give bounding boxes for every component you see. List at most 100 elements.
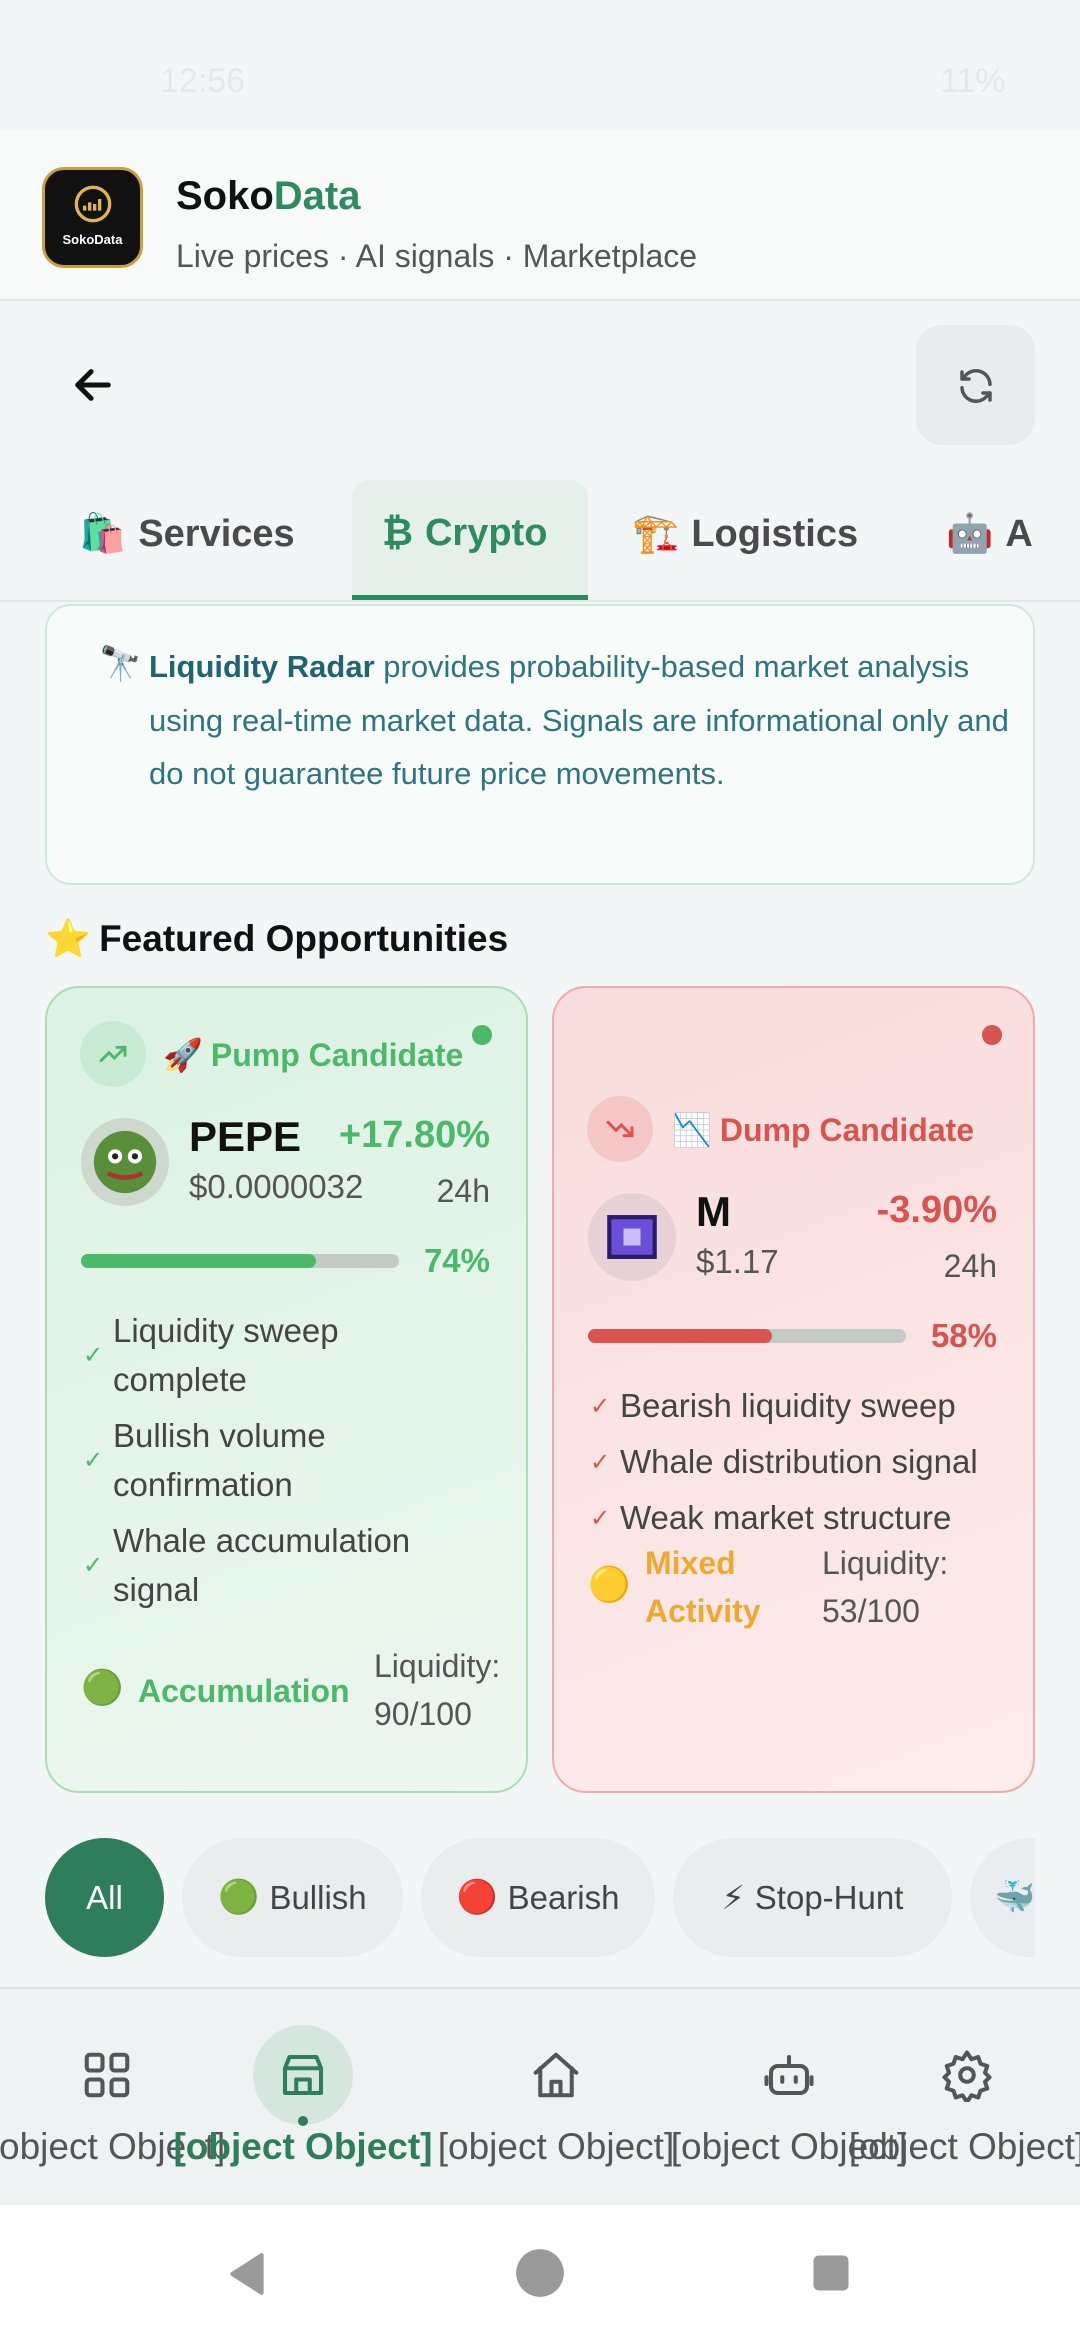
logo: SokoData — [42, 167, 143, 268]
trend-badge — [587, 1096, 653, 1162]
filter-chip[interactable]: 🔴 Bearish — [421, 1838, 655, 1957]
notice-bold: Liquidity Radar — [149, 649, 375, 684]
signal-check: ✓ — [83, 1446, 104, 1474]
nav-label[interactable]: [object Object] — [0, 2126, 226, 2167]
activity-label: Accumulation — [138, 1673, 350, 1709]
confidence-bar — [81, 1254, 317, 1268]
status-battery: 11% — [940, 62, 1006, 100]
nav-active-dot — [298, 2116, 308, 2126]
tab[interactable]: 🏗️ Logistics — [632, 512, 858, 556]
signal-list: ✓ Bearish liquidity sweep ✓ Whale distribut… — [590, 1381, 978, 1549]
card-type-icon: 📉 — [672, 1112, 712, 1148]
filter-chip[interactable]: All — [45, 1838, 164, 1957]
filter-chip[interactable]: 🟢 Bullish — [182, 1838, 403, 1957]
tab[interactable]: 🛍️ Services — [79, 512, 295, 556]
tab-label: A — [1005, 513, 1033, 555]
signal-row: ✓ Bearish liquidity sweep — [590, 1381, 978, 1431]
featured-icon: ⭐ — [45, 918, 92, 959]
opportunity-card[interactable]: 🚀 Pump Candidate PEPE +17.80% $0.0000032 24h 7… — [45, 986, 528, 1793]
signal-text: Bullish volume confirmation — [113, 1417, 326, 1503]
refresh-button[interactable] — [916, 325, 1035, 445]
tab[interactable]: ₿ Crypto — [382, 512, 547, 555]
signal-text: Weak market structure — [620, 1499, 952, 1536]
activity-icon: 🟡 — [588, 1566, 631, 1604]
filter-chip[interactable]: ⚡ Stop-Hunt — [673, 1838, 952, 1957]
notice-box: 🔭 Liquidity Radar provides probability-ba… — [45, 604, 1035, 885]
tab-label: Crypto — [424, 512, 548, 554]
coin-price: $0.0000032 — [189, 1168, 364, 1205]
confidence-label: 58% — [930, 1317, 997, 1354]
signal-row: ✓ Weak market structure — [590, 1493, 978, 1543]
nav-icon — [533, 2052, 579, 2098]
coin-logo — [93, 1130, 157, 1194]
coin-symbol: PEPE — [189, 1113, 302, 1160]
filter-icon: 🟢 — [218, 1878, 260, 1915]
nav-icon — [84, 2052, 130, 2098]
card-type: 🚀 Pump Candidate — [163, 1036, 463, 1074]
coin-period: 24h — [436, 1173, 490, 1209]
back-arrow — [75, 369, 111, 401]
signal-row: ✓ Whale distribution signal — [590, 1437, 978, 1487]
tab-icon: 🤖 — [946, 513, 994, 555]
tab-label: Logistics — [691, 513, 859, 555]
liquidity-value: 53/100 — [822, 1593, 920, 1629]
liquidity-label: Liquidity: — [374, 1648, 501, 1684]
card-type: 📉 Dump Candidate — [672, 1111, 974, 1149]
logo-text: SokoData — [62, 232, 123, 247]
nav-label[interactable]: [object Object] — [173, 2126, 433, 2167]
coin-change: +17.80% — [338, 1114, 490, 1156]
filter-label: All — [86, 1878, 123, 1916]
liquidity-label: Liquidity: — [822, 1545, 949, 1581]
notice-text: Liquidity Radar provides probability-bas… — [149, 640, 1019, 801]
coin-price: $1.17 — [696, 1243, 779, 1280]
tab-label: Services — [138, 513, 295, 555]
card-type-label: Dump Candidate — [719, 1112, 975, 1148]
signal-check: ✓ — [590, 1392, 611, 1420]
sys-recent — [813, 2255, 849, 2291]
tab-icon: ₿ — [382, 512, 413, 554]
signal-row: ✓ Whale accumulation signal — [83, 1516, 453, 1614]
signal-check: ✓ — [590, 1504, 611, 1532]
opportunity-card[interactable]: 📉 Dump Candidate M -3.90% $1.17 24h 58% ✓ Bearis… — [552, 986, 1035, 1793]
nav-label[interactable]: [object Object] — [848, 2126, 1080, 2167]
coin-period: 24h — [943, 1248, 997, 1284]
header-bg — [0, 130, 1080, 301]
nav-icon — [942, 2050, 992, 2102]
confidence-track — [588, 1329, 906, 1343]
trend-badge — [80, 1021, 146, 1087]
activity-icon: 🟢 — [81, 1669, 124, 1707]
brand: SokoData — [176, 174, 361, 219]
subtitle: Live prices · AI signals · Marketplace — [176, 238, 698, 274]
tab-icon: 🏗️ — [632, 513, 680, 555]
logo-chart — [74, 185, 112, 223]
coin-logo — [607, 1215, 657, 1259]
featured-title: ⭐ Featured Opportunities — [45, 918, 508, 961]
filter-icon: ⚡ — [721, 1879, 745, 1916]
sys-back — [230, 2253, 264, 2295]
featured-text: Featured Opportunities — [99, 918, 509, 959]
tabs-divider — [0, 600, 1080, 602]
status-dot — [982, 1025, 1002, 1045]
filter-icon: 🐳 — [994, 1878, 1036, 1915]
signal-row: ✓ Liquidity sweep complete — [83, 1306, 453, 1404]
nav-label[interactable]: [object Object] — [437, 2126, 675, 2167]
coin-symbol: M — [696, 1188, 731, 1235]
trend-icon — [606, 1120, 634, 1138]
signal-text: Whale accumulation signal — [113, 1522, 411, 1608]
sys-home — [516, 2249, 564, 2297]
card-type-icon: 🚀 — [163, 1037, 203, 1073]
chips-fade — [1035, 1830, 1080, 1965]
coin-avatar — [588, 1193, 676, 1281]
confidence-bar — [588, 1329, 773, 1343]
nav-icon — [282, 2054, 324, 2096]
notice-body: provides probability-based market analys… — [149, 649, 1009, 791]
nav-label[interactable]: [object Object] — [670, 2126, 908, 2167]
filter-icon: 🔴 — [456, 1878, 498, 1915]
refresh-icon — [960, 369, 992, 403]
signal-row: ✓ Bullish volume confirmation — [83, 1411, 453, 1509]
status-dot — [472, 1025, 492, 1045]
brand-part2: Data — [273, 174, 361, 218]
card-type-label: Pump Candidate — [210, 1037, 464, 1073]
tab[interactable]: 🤖 A — [946, 512, 1033, 556]
